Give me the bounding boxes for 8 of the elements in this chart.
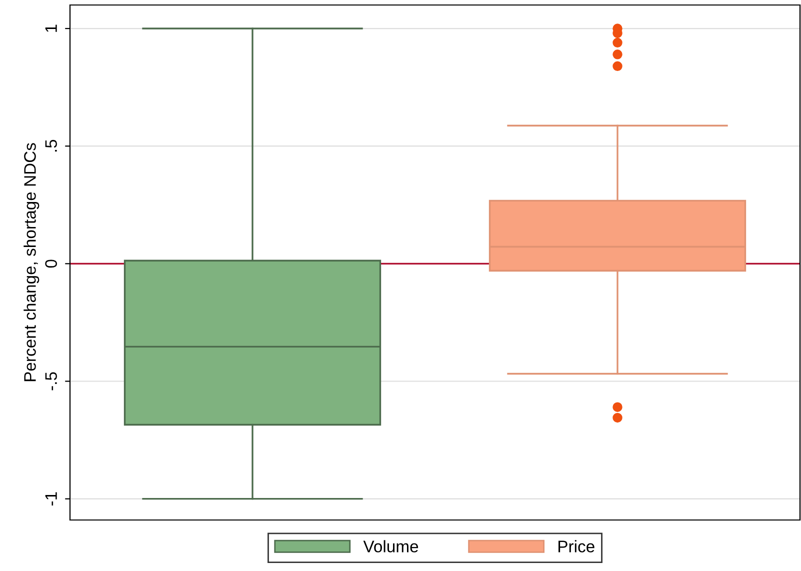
legend-label: Volume	[363, 540, 418, 552]
y-tick-label: -1	[45, 492, 57, 506]
legend-label: Price	[558, 540, 594, 552]
y-tick-label: 0	[45, 260, 57, 268]
y-tick-label: 1	[45, 24, 57, 32]
y-axis-title: Percent change, shortage NDCs	[24, 143, 40, 382]
y-tick-label: -.5	[45, 372, 57, 390]
y-tick-label: .5	[45, 140, 57, 152]
